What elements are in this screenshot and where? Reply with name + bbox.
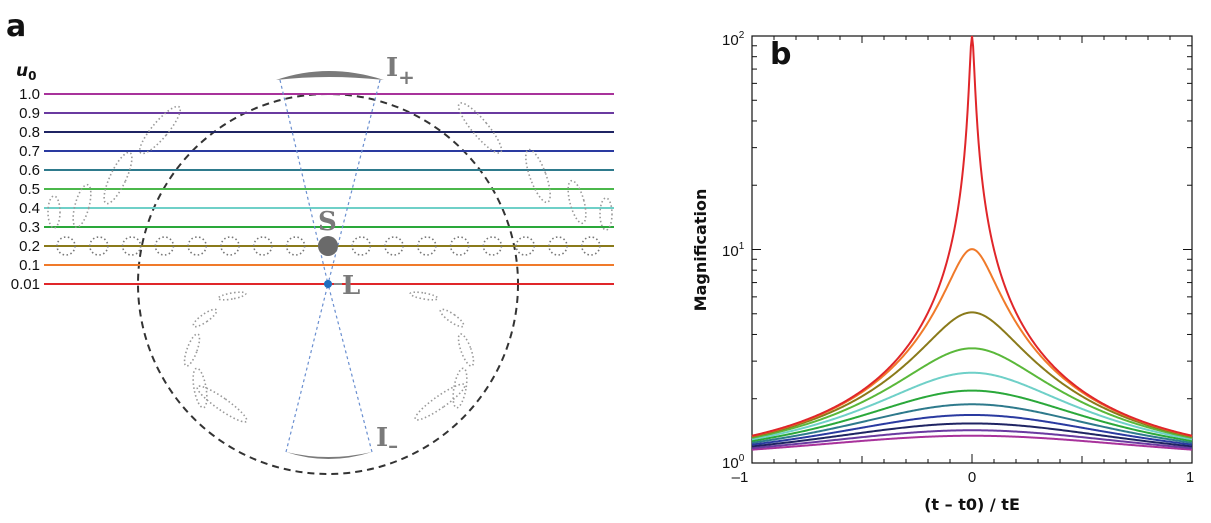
panel-b-letter: b — [770, 37, 791, 72]
image-plus-letter: I — [386, 53, 398, 83]
y-tick-label: 102 — [722, 30, 745, 49]
u0-label: 0.9 — [19, 105, 40, 122]
ray-line — [327, 283, 373, 453]
magnification-curve-u0-1 — [751, 434, 1193, 451]
u0-label: 0.4 — [19, 200, 40, 217]
magnification-curve-u0-0.6 — [751, 403, 1193, 444]
image-minus-arc — [286, 452, 372, 459]
magnification-curves — [751, 35, 1193, 451]
magnification-curve-u0-0.2 — [751, 311, 1193, 438]
x-axis-title: (t – t0) / tE — [924, 495, 1020, 514]
image-track-ellipses — [47, 102, 613, 423]
source-label: S — [318, 207, 337, 237]
ray-line — [285, 283, 329, 453]
axis-ticks — [751, 35, 1193, 464]
image-ellipse — [138, 105, 182, 155]
image-ellipse — [439, 308, 465, 328]
magnification-curve-u0-0.9 — [751, 429, 1193, 450]
source-position-circle — [252, 236, 273, 256]
ray-line — [279, 79, 329, 285]
source-position-circle — [89, 236, 109, 256]
image-ellipse — [192, 367, 208, 409]
x-tick-label: –1 — [732, 469, 749, 486]
image-ellipse — [72, 183, 92, 229]
u0-label: 0.8 — [19, 124, 40, 141]
ray-line — [327, 79, 381, 285]
y-tick-label: 101 — [722, 241, 745, 260]
u0-label: 0.6 — [19, 162, 40, 179]
image-minus-sub: – — [388, 433, 398, 457]
u0-label: 0.7 — [19, 143, 40, 160]
source-position-circle — [384, 236, 404, 256]
image-ellipse — [457, 102, 503, 154]
image-ellipse — [599, 197, 613, 231]
image-minus-label: I– — [376, 423, 398, 457]
x-tick-label: 1 — [1186, 469, 1194, 486]
magnification-curve-u0-0.7 — [751, 413, 1193, 446]
source-position-circle — [285, 236, 306, 256]
image-ellipse — [183, 333, 201, 367]
source-position-circle — [351, 236, 372, 256]
magnification-curve-u0-0.4 — [751, 371, 1193, 441]
u0-label: 1.0 — [19, 86, 40, 103]
magnification-curve-u0-0.8 — [751, 422, 1193, 448]
image-ellipse — [409, 291, 439, 301]
magnification-curve-u0-0.1 — [751, 248, 1193, 437]
image-plus-sub: + — [398, 65, 415, 89]
y-axis-title: Magnification — [691, 189, 710, 312]
image-plus-arc — [276, 71, 384, 80]
u0-title: u0 — [16, 61, 36, 83]
u0-title-main: u — [16, 61, 28, 81]
image-ellipse — [217, 291, 247, 301]
source-position-circle — [56, 236, 76, 256]
u0-label: 0.01 — [11, 276, 40, 293]
image-ellipse — [103, 151, 133, 205]
image-ellipse — [414, 383, 466, 421]
source-position-circle — [580, 236, 601, 256]
x-tick-label: 0 — [968, 469, 976, 486]
image-minus-letter: I — [376, 423, 388, 453]
panel-a: a u0 1.0 0.9 0.8 0.7 0.6 0.5 0.4 0.3 0.2 0.1 0.01 — [6, 9, 614, 475]
panel-b: b –1 0 1 100 101 102 Magnification (t – … — [691, 30, 1194, 514]
magnification-curve-u0-0.01 — [751, 35, 1193, 437]
source-track-circles — [56, 236, 601, 256]
y-tick-label: 100 — [722, 453, 745, 472]
source-position-circle — [121, 236, 142, 256]
image-ellipse — [457, 333, 475, 367]
image-ellipse — [192, 308, 218, 328]
source-disk — [318, 236, 338, 256]
magnification-curve-u0-0.5 — [751, 389, 1193, 442]
u0-label: 0.2 — [19, 238, 40, 255]
source-position-circle — [515, 236, 536, 256]
u0-title-subscript: 0 — [28, 69, 36, 83]
u0-label: 0.1 — [19, 257, 40, 274]
u0-label: 0.3 — [19, 219, 40, 236]
source-position-circle — [154, 236, 175, 256]
u0-label: 0.5 — [19, 181, 40, 198]
image-ellipse — [452, 367, 468, 409]
image-ellipse — [196, 385, 248, 423]
source-position-circle — [548, 236, 568, 256]
source-position-circle — [187, 236, 207, 256]
source-position-circle — [220, 236, 240, 256]
source-position-circle — [416, 236, 437, 256]
lens-label: L — [342, 271, 360, 301]
image-ellipse — [567, 179, 587, 225]
magnification-curve-u0-0.3 — [751, 347, 1193, 439]
lens-dot — [324, 280, 332, 288]
panel-a-letter: a — [6, 9, 26, 44]
u0-labels: 1.0 0.9 0.8 0.7 0.6 0.5 0.4 0.3 0.2 0.1 0.01 — [11, 86, 40, 293]
source-position-circle — [449, 236, 470, 256]
image-ellipse — [525, 148, 551, 204]
image-plus-label: I+ — [386, 53, 415, 89]
image-ellipse — [47, 195, 61, 229]
source-position-circle — [482, 236, 503, 256]
